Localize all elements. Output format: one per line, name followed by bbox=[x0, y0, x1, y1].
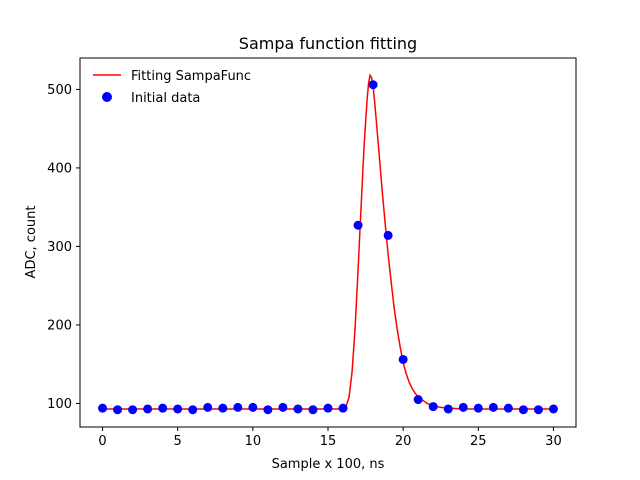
x-tick-label: 20 bbox=[395, 434, 412, 449]
x-tick-label: 0 bbox=[98, 434, 106, 449]
x-tick-label: 5 bbox=[174, 434, 182, 449]
x-tick-label: 25 bbox=[470, 434, 487, 449]
y-axis: 100 200 300 400 500 bbox=[47, 83, 80, 412]
data-point bbox=[233, 402, 243, 412]
plot-area bbox=[79, 57, 577, 428]
data-point bbox=[113, 405, 123, 415]
data-point bbox=[488, 402, 498, 412]
fit-curve bbox=[102, 73, 554, 410]
chart-title: Sampa function fitting bbox=[239, 34, 417, 53]
data-point bbox=[443, 404, 453, 414]
y-tick-label: 100 bbox=[47, 397, 72, 412]
data-point bbox=[143, 404, 153, 414]
data-point bbox=[248, 402, 258, 412]
legend-data-swatch bbox=[102, 92, 112, 102]
data-point bbox=[518, 405, 528, 415]
data-points-layer bbox=[98, 80, 558, 415]
y-tick-label: 200 bbox=[47, 318, 72, 333]
data-point bbox=[308, 405, 318, 415]
plot-background bbox=[80, 58, 576, 427]
y-tick-label: 300 bbox=[47, 240, 72, 255]
legend: Fitting SampaFunc Initial data bbox=[93, 69, 251, 106]
x-tick-label: 15 bbox=[320, 434, 337, 449]
data-point bbox=[458, 402, 468, 412]
data-point bbox=[218, 403, 228, 413]
y-tick-label: 400 bbox=[47, 161, 72, 176]
x-tick-label: 30 bbox=[545, 434, 562, 449]
x-axis-label: Sample x 100, ns bbox=[272, 457, 385, 472]
y-axis-label: ADC, count bbox=[24, 206, 39, 279]
data-point bbox=[368, 80, 378, 90]
data-point bbox=[173, 404, 183, 414]
data-point bbox=[338, 403, 348, 413]
legend-fit-label: Fitting SampaFunc bbox=[131, 69, 251, 84]
data-point bbox=[473, 403, 483, 413]
data-point bbox=[128, 405, 138, 415]
data-point bbox=[278, 402, 288, 412]
data-point bbox=[398, 354, 408, 364]
legend-data-label: Initial data bbox=[131, 91, 200, 106]
data-point bbox=[503, 403, 513, 413]
data-point bbox=[158, 403, 168, 413]
data-point bbox=[413, 395, 423, 405]
data-point bbox=[353, 220, 363, 230]
fit-curve-layer bbox=[102, 73, 554, 410]
data-point bbox=[548, 404, 558, 414]
data-point bbox=[188, 405, 198, 415]
data-point bbox=[263, 405, 273, 415]
data-point bbox=[323, 403, 333, 413]
y-tick-label: 500 bbox=[47, 83, 72, 98]
x-tick-label: 10 bbox=[245, 434, 262, 449]
data-point bbox=[293, 404, 303, 414]
data-point bbox=[98, 403, 108, 413]
x-axis: 0 5 10 15 20 25 30 bbox=[98, 427, 562, 449]
data-point bbox=[203, 402, 213, 412]
data-point bbox=[383, 230, 393, 240]
data-point bbox=[533, 405, 543, 415]
data-point bbox=[428, 402, 438, 412]
